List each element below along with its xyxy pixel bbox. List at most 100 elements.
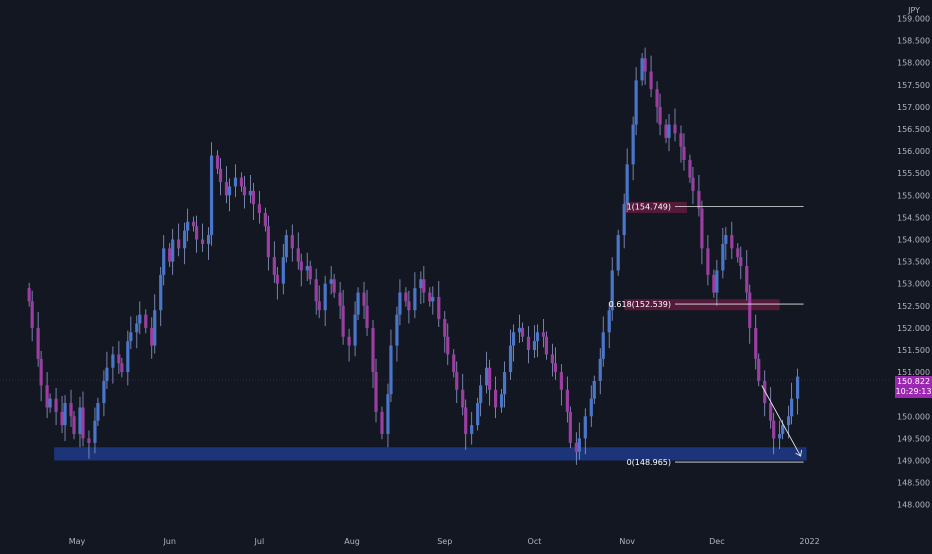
fib-label-2: 0(148.965) bbox=[627, 458, 671, 467]
candle-body bbox=[233, 177, 238, 187]
candle bbox=[380, 406, 384, 440]
candle-body bbox=[583, 416, 587, 439]
x-tick-label: Dec bbox=[709, 537, 724, 546]
candle-body bbox=[224, 182, 229, 196]
candle bbox=[610, 257, 614, 321]
y-tick-label: 159.000 bbox=[897, 15, 930, 24]
candle bbox=[299, 253, 303, 287]
candle-body bbox=[601, 332, 605, 359]
candle bbox=[272, 241, 276, 283]
candle-body bbox=[634, 80, 638, 125]
candle bbox=[778, 420, 782, 450]
candle bbox=[568, 406, 572, 449]
candle-body bbox=[739, 257, 743, 267]
candle bbox=[332, 273, 336, 298]
candle-body bbox=[724, 235, 728, 244]
candle bbox=[407, 290, 411, 324]
candle bbox=[577, 422, 581, 460]
candle-body bbox=[679, 133, 683, 147]
candle-body bbox=[511, 332, 516, 346]
candle-body bbox=[649, 71, 653, 90]
candle bbox=[502, 361, 507, 408]
candle bbox=[314, 268, 318, 315]
candle-body bbox=[126, 341, 130, 373]
y-tick-label: 157.000 bbox=[897, 103, 930, 112]
candle bbox=[550, 343, 555, 377]
candle bbox=[186, 208, 190, 242]
candle-body bbox=[508, 345, 513, 373]
candle-body bbox=[499, 394, 504, 408]
x-tick-label: Nov bbox=[619, 537, 635, 546]
candle bbox=[544, 331, 549, 360]
candle bbox=[93, 407, 97, 454]
candle bbox=[691, 167, 695, 205]
candle bbox=[706, 235, 710, 286]
candle-body bbox=[404, 292, 408, 302]
candle-body bbox=[93, 420, 97, 443]
y-tick-label: 158.000 bbox=[897, 59, 930, 68]
candle-body bbox=[413, 288, 417, 311]
candle-body bbox=[655, 89, 659, 107]
candle bbox=[643, 47, 647, 85]
candle bbox=[144, 309, 148, 334]
y-tick-label: 148.000 bbox=[897, 501, 930, 510]
candle bbox=[60, 395, 64, 434]
candle bbox=[772, 412, 776, 455]
candle bbox=[739, 246, 743, 280]
candle-body bbox=[263, 212, 267, 227]
candle bbox=[517, 314, 522, 343]
candle bbox=[658, 93, 662, 136]
candle bbox=[655, 81, 659, 123]
candle bbox=[422, 266, 426, 304]
candle-body bbox=[610, 270, 614, 311]
candle-body bbox=[730, 235, 734, 249]
candle bbox=[126, 330, 130, 386]
candle-body bbox=[275, 274, 279, 284]
candle bbox=[625, 148, 629, 213]
last-price-tag[interactable]: 150.822 10:29:13 bbox=[895, 376, 932, 398]
candle-body bbox=[553, 363, 557, 373]
candle bbox=[395, 306, 399, 362]
candle bbox=[464, 399, 468, 450]
candle bbox=[36, 311, 40, 367]
candle-body bbox=[407, 301, 411, 311]
candle-body bbox=[239, 177, 244, 187]
candle bbox=[162, 235, 166, 286]
candle bbox=[667, 113, 671, 152]
candle bbox=[790, 382, 794, 425]
candle bbox=[263, 207, 267, 232]
candle-body bbox=[365, 305, 369, 328]
candle-body bbox=[72, 416, 76, 434]
candle-body bbox=[153, 310, 157, 346]
candle bbox=[227, 178, 232, 212]
candle bbox=[177, 223, 181, 257]
candle bbox=[479, 374, 483, 417]
x-tick-label: Jul bbox=[254, 537, 265, 546]
candle-body bbox=[574, 442, 578, 452]
fib-layer: 1(154.749) 0.618(152.539) 0(148.965) bbox=[0, 202, 890, 467]
candle bbox=[511, 324, 516, 362]
candle bbox=[365, 289, 369, 336]
y-tick-label: 150.000 bbox=[897, 412, 930, 421]
candle-body bbox=[643, 58, 647, 72]
candle-body bbox=[745, 266, 749, 293]
candle bbox=[308, 260, 312, 285]
candle-body bbox=[353, 314, 357, 346]
resistance-zone-0 bbox=[624, 201, 687, 213]
candle bbox=[362, 281, 366, 320]
candle-body bbox=[48, 398, 52, 408]
candle-body bbox=[476, 403, 480, 426]
candle-body bbox=[748, 292, 752, 328]
candle-body bbox=[455, 372, 459, 390]
candle-body bbox=[736, 248, 740, 258]
candle bbox=[111, 346, 115, 384]
candle bbox=[437, 281, 441, 328]
candle-body bbox=[526, 336, 531, 350]
candle bbox=[54, 388, 58, 426]
candle-body bbox=[419, 279, 423, 289]
candle bbox=[105, 351, 109, 389]
candle-body bbox=[356, 292, 360, 315]
candle-body bbox=[790, 398, 794, 417]
